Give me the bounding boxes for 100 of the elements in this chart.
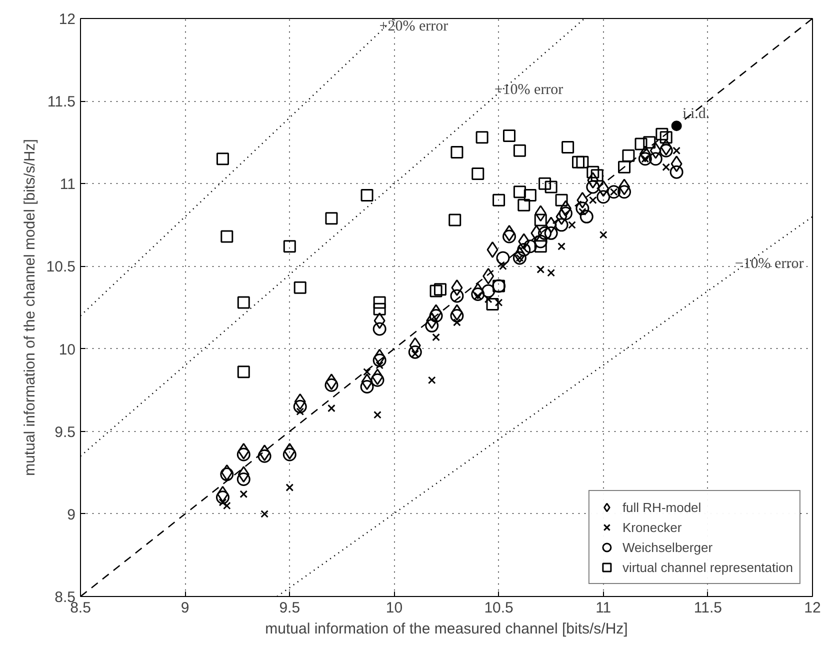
point <box>448 214 462 226</box>
point <box>374 312 386 329</box>
point <box>286 484 294 492</box>
point <box>222 502 231 510</box>
x-tick-label: 11 <box>596 600 612 616</box>
point <box>518 233 530 250</box>
point <box>238 466 250 483</box>
legend-label: Kronecker <box>622 519 682 535</box>
point <box>588 196 597 204</box>
point <box>220 468 234 482</box>
point <box>618 178 630 196</box>
point <box>518 198 530 212</box>
point <box>482 284 496 298</box>
point <box>328 404 336 412</box>
x-tick-label: 10.5 <box>484 600 514 616</box>
point <box>523 240 537 254</box>
point <box>374 410 382 419</box>
point <box>496 251 510 265</box>
annotation: +20% error <box>379 18 448 34</box>
point <box>545 216 557 234</box>
point <box>656 128 668 140</box>
point <box>580 210 594 224</box>
point <box>639 146 651 162</box>
point <box>236 448 250 462</box>
point <box>618 185 632 199</box>
y-tick-label: 11 <box>60 176 76 194</box>
point <box>499 262 507 270</box>
point <box>534 234 548 248</box>
x-tick-label: 9 <box>180 600 190 616</box>
x-tick-label: 10 <box>386 600 403 616</box>
point <box>283 240 296 253</box>
point <box>472 282 484 300</box>
point <box>363 368 371 376</box>
x-tick-label: 9.5 <box>279 600 300 616</box>
point <box>576 156 589 168</box>
point <box>372 354 386 368</box>
point <box>562 141 574 154</box>
point <box>502 130 516 142</box>
point <box>450 146 464 159</box>
point <box>513 144 526 157</box>
point <box>221 464 233 481</box>
point <box>514 246 526 263</box>
point <box>450 289 464 303</box>
x-axis-title: mutual information of the measured channel [bits/s/Hz] <box>265 620 628 638</box>
point <box>428 376 436 384</box>
point <box>294 281 306 294</box>
point <box>236 472 250 486</box>
point <box>373 302 386 316</box>
point <box>373 296 386 309</box>
point <box>426 312 438 329</box>
point <box>534 214 547 226</box>
point <box>544 226 558 240</box>
point <box>408 345 422 359</box>
point <box>590 169 604 182</box>
point <box>622 149 635 162</box>
point <box>556 208 568 225</box>
point <box>530 224 542 242</box>
y-tick-label: 9.5 <box>54 424 76 441</box>
y-tick-label: 12 <box>58 11 76 28</box>
point <box>258 444 270 462</box>
point <box>216 490 230 504</box>
point <box>220 230 234 243</box>
point <box>216 152 229 166</box>
y-axis-title: mutual information of the channel model [bits/s/Hz] <box>21 139 38 476</box>
point <box>293 400 307 414</box>
point <box>512 251 526 265</box>
point <box>598 180 610 197</box>
point <box>586 166 600 178</box>
point <box>662 163 670 172</box>
point <box>503 224 515 242</box>
point <box>544 180 558 194</box>
point <box>237 296 250 309</box>
point <box>294 393 306 410</box>
point <box>376 361 384 370</box>
point <box>524 188 536 202</box>
y-tick-label: 11.5 <box>47 94 76 111</box>
point <box>430 284 442 298</box>
point <box>643 136 656 149</box>
point <box>372 368 384 386</box>
point <box>599 230 608 239</box>
y-tick-label: 10.5 <box>46 258 76 276</box>
point <box>451 304 463 321</box>
point <box>450 309 464 322</box>
point <box>471 288 485 302</box>
legend-label: virtual channel representation <box>622 559 793 575</box>
point <box>425 318 439 332</box>
point <box>587 172 599 189</box>
point <box>572 156 585 168</box>
point <box>484 295 492 304</box>
point <box>502 230 516 244</box>
point <box>671 120 682 132</box>
point <box>618 160 631 174</box>
point <box>513 186 526 198</box>
point <box>650 142 662 159</box>
point <box>296 408 304 416</box>
point <box>282 448 296 462</box>
point <box>370 373 384 387</box>
point <box>492 194 506 206</box>
point <box>534 205 546 222</box>
point <box>648 152 662 166</box>
